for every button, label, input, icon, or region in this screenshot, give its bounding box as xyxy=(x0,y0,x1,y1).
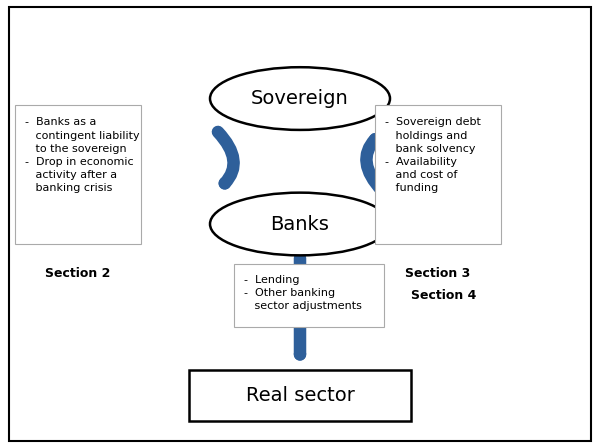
FancyBboxPatch shape xyxy=(15,105,141,244)
FancyBboxPatch shape xyxy=(189,370,411,421)
Text: Real sector: Real sector xyxy=(245,386,355,405)
Ellipse shape xyxy=(210,193,390,255)
Text: Section 4: Section 4 xyxy=(411,289,476,302)
Ellipse shape xyxy=(210,67,390,130)
Text: Sovereign: Sovereign xyxy=(251,89,349,108)
FancyArrowPatch shape xyxy=(367,139,382,191)
FancyBboxPatch shape xyxy=(9,7,591,441)
Text: Section 2: Section 2 xyxy=(46,267,110,280)
FancyArrowPatch shape xyxy=(218,132,233,183)
Text: Section 3: Section 3 xyxy=(406,267,470,280)
FancyBboxPatch shape xyxy=(234,264,384,327)
Text: Banks: Banks xyxy=(271,215,329,233)
FancyBboxPatch shape xyxy=(375,105,501,244)
Text: -  Lending
-  Other banking
   sector adjustments: - Lending - Other banking sector adjustm… xyxy=(244,275,362,311)
Text: -  Banks as a
   contingent liability
   to the sovereign
-  Drop in economic
  : - Banks as a contingent liability to the… xyxy=(25,117,140,194)
Text: -  Sovereign debt
   holdings and
   bank solvency
-  Availability
   and cost o: - Sovereign debt holdings and bank solve… xyxy=(385,117,481,194)
